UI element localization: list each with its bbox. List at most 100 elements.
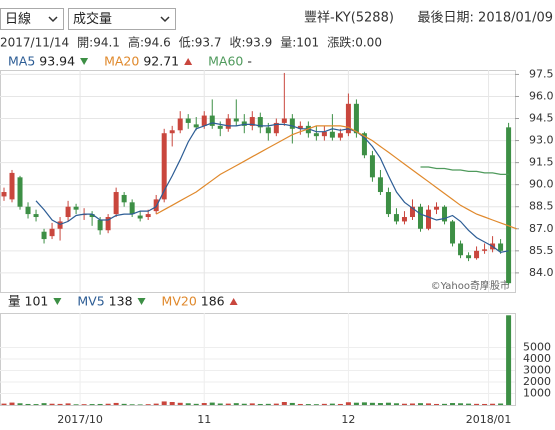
volume-bar [25, 403, 31, 405]
candle-body [345, 103, 351, 134]
volume-bar [201, 403, 207, 405]
candle-body [466, 255, 472, 259]
quote-item: 高:94.6 [128, 35, 171, 50]
volume-bar [506, 315, 512, 405]
candle-body [73, 206, 79, 210]
y-tick-label: 85.5 [529, 244, 554, 257]
candle-body [369, 155, 375, 178]
candle-body [482, 249, 488, 251]
volume-bar [241, 403, 247, 405]
legend-value: 138 [109, 294, 133, 309]
candle-body [353, 103, 359, 134]
volume-bar [361, 402, 367, 405]
y-tick-label: 88.5 [529, 200, 554, 213]
y-tick-label: 93.0 [529, 134, 554, 147]
volume-bar [353, 402, 359, 405]
candle-body [57, 221, 63, 229]
x-tick-label: 12 [341, 413, 355, 426]
trend-icon [53, 298, 62, 305]
candle-body [9, 172, 15, 200]
candle-body [161, 133, 167, 200]
y-tick-label: 90.0 [529, 178, 554, 191]
candle-body [209, 115, 215, 126]
candle-body [289, 118, 295, 129]
candle-body [329, 131, 335, 138]
candle-body [498, 243, 504, 251]
quote-item: 量:101 [280, 36, 319, 50]
stock-name: 豐祥-KY(5288) [304, 11, 394, 26]
legend-name: 量 [8, 294, 21, 309]
trend-icon [80, 58, 89, 65]
volume-bar [73, 404, 79, 405]
candle-body [442, 206, 448, 222]
candle-body [49, 228, 55, 237]
volume-bar [65, 403, 71, 405]
candle-body [89, 214, 95, 218]
y-tick-label: 91.5 [529, 156, 554, 169]
candle-body [185, 118, 191, 123]
volume-bar [233, 403, 239, 405]
volume-bar [434, 403, 440, 405]
candle-body [153, 199, 159, 212]
quote-item: 收:93.9 [229, 36, 272, 50]
volume-bar [450, 403, 456, 405]
candle-body [257, 117, 263, 128]
volume-bar [297, 403, 303, 405]
candle-body [129, 202, 135, 215]
volume-bar [41, 403, 47, 405]
volume-tick-label: 4000 [523, 352, 551, 365]
volume-bar [337, 403, 343, 405]
legend-name: MA60 [208, 54, 243, 69]
candle-body [1, 192, 7, 197]
candle-body [265, 127, 271, 134]
volume-bar [17, 403, 23, 405]
volume-bar [193, 403, 199, 405]
candle-body [225, 118, 231, 129]
trend-icon [229, 298, 238, 305]
volume-tick-label: 3000 [523, 364, 551, 377]
y-tick-label: 87.0 [529, 222, 554, 235]
volume-bar [185, 403, 191, 405]
candle-body [137, 215, 143, 219]
indicator-select[interactable]: 成交量 [68, 8, 176, 30]
volume-bar [121, 403, 127, 405]
legend-name: MA5 [8, 54, 35, 69]
volume-bar [177, 402, 183, 405]
candle-body [321, 131, 327, 137]
candle-body [361, 133, 367, 156]
volume-bar [289, 402, 295, 405]
volume-bar [129, 404, 135, 405]
candle-body [458, 243, 464, 256]
volume-bar [498, 403, 504, 405]
volume-bar [257, 403, 263, 405]
y-tick-label: 84.0 [529, 266, 554, 279]
candle-body [393, 214, 399, 222]
legend-value: - [247, 54, 252, 69]
x-tick-label: 2018/01 [466, 413, 512, 426]
arrow-icon [160, 16, 170, 23]
legend-name: MV20 [162, 294, 197, 309]
legend-name: MA20 [104, 54, 139, 69]
candle-body [17, 177, 23, 207]
volume-bar [305, 404, 311, 405]
volume-bar [393, 403, 399, 405]
candle-body [273, 122, 279, 134]
ma-line [420, 166, 509, 175]
candle-body [105, 217, 111, 231]
volume-bar [97, 403, 103, 405]
quote-item: 2017/11/14 [0, 36, 69, 50]
candle-body [337, 133, 343, 138]
volume-bar [409, 403, 415, 405]
indicator-text: 成交量 [73, 12, 113, 27]
legend-name: MV5 [77, 294, 104, 309]
legend-value: 93.94 [39, 54, 75, 69]
volume-bar [249, 403, 255, 405]
candle-body [417, 206, 423, 229]
candle-body [450, 221, 456, 244]
trend-icon [184, 58, 193, 65]
candle-body [25, 206, 31, 215]
trend-icon [137, 298, 146, 305]
period-select[interactable]: 日線 [0, 8, 64, 30]
volume-bar [153, 403, 159, 405]
